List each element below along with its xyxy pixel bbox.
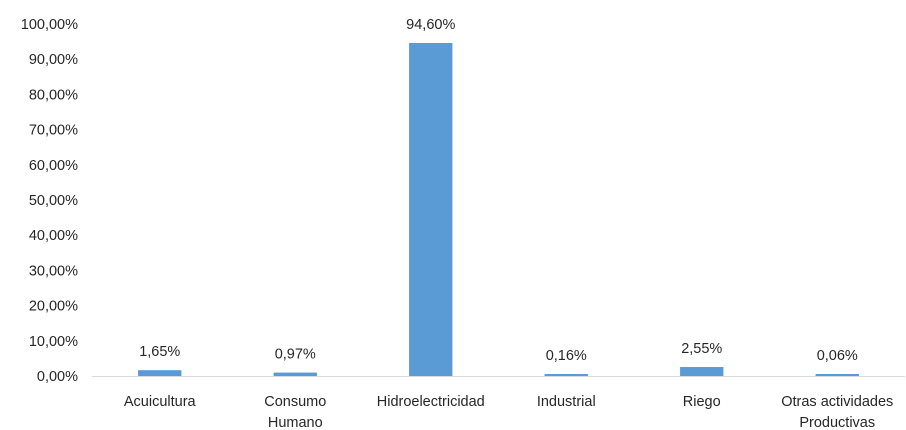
bar (273, 372, 317, 376)
bar-data-label: 0,06% (817, 348, 858, 364)
y-tick-label: 40,00% (29, 228, 78, 244)
y-tick-label: 60,00% (29, 158, 78, 174)
data-labels: 1,65% 0,97% 94,60% 0,16% 2,55% 0,06% (139, 17, 858, 364)
bar-data-label: 94,60% (406, 17, 455, 33)
x-category-label: Riego (683, 394, 721, 410)
bar-data-label: 0,97% (275, 347, 316, 363)
y-tick-label: 100,00% (21, 17, 78, 33)
y-tick-label: 70,00% (29, 123, 78, 139)
bar-data-label: 1,65% (139, 344, 180, 360)
x-category-label: Industrial (537, 394, 596, 410)
bar (138, 370, 182, 376)
bar (815, 374, 859, 376)
y-tick-label: 80,00% (29, 87, 78, 103)
bar-data-label: 0,16% (546, 348, 587, 364)
x-axis-category-labels: Acuicultura Consumo Humano Hidroelectricida… (124, 394, 893, 430)
y-tick-label: 50,00% (29, 193, 78, 209)
y-tick-label: 30,00% (29, 263, 78, 279)
y-axis-tick-labels: 0,00% 10,00% 20,00% 30,00% 40,00% 50,00% 60,00… (21, 17, 78, 385)
y-tick-label: 10,00% (29, 334, 78, 350)
x-category-label: Consumo Humano (264, 394, 326, 430)
x-category-label: Otras actividades Productivas (781, 394, 893, 430)
bar (409, 43, 453, 377)
bar (544, 374, 588, 376)
y-tick-label: 0,00% (37, 369, 78, 385)
bars (138, 43, 859, 377)
y-tick-label: 90,00% (29, 52, 78, 68)
bar-data-label: 2,55% (681, 341, 722, 357)
y-tick-label: 20,00% (29, 299, 78, 315)
x-category-label: Acuicultura (124, 394, 197, 410)
x-category-label: Hidroelectricidad (377, 394, 485, 410)
bar (680, 367, 724, 376)
